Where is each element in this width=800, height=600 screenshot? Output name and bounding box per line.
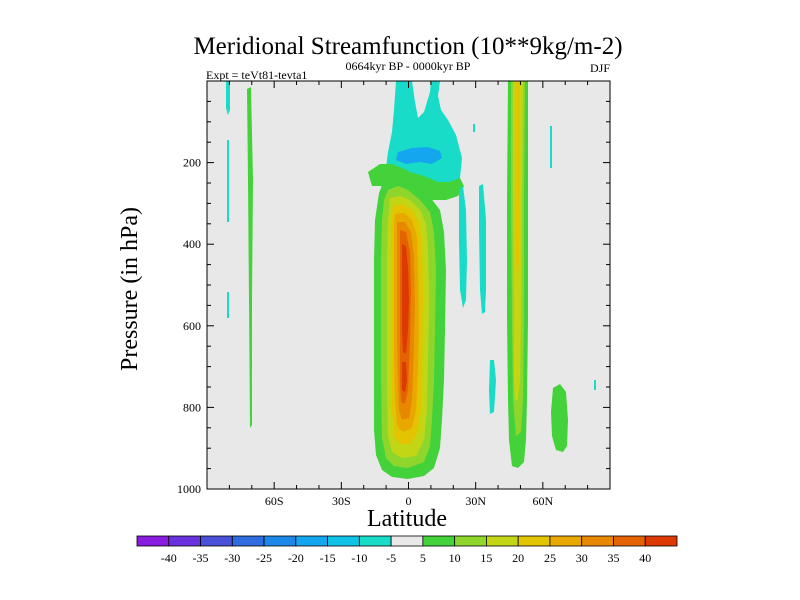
- contour-upper-positive-arc: [368, 164, 464, 200]
- colorbar-label: -25: [256, 551, 272, 565]
- y-axis-label: Pressure (in hPa): [117, 207, 143, 371]
- colorbar-label: -5: [386, 551, 396, 565]
- colorbar-box: [486, 535, 519, 547]
- colorbar-box: [517, 535, 551, 547]
- y-tick-label: 1000: [177, 482, 201, 496]
- x-tick-label: 0: [406, 494, 412, 508]
- contour-streak-30n-b: [479, 184, 486, 314]
- contour-streak-30n-c: [489, 360, 496, 414]
- contour-main-lower-40: [402, 362, 407, 392]
- colorbar-box: [454, 535, 487, 547]
- colorbar-box: [295, 535, 328, 547]
- contour-main-40: [402, 244, 409, 354]
- colorbar-box: [390, 535, 424, 547]
- y-tick-label: 200: [183, 156, 201, 170]
- colorbar-box: [422, 535, 456, 547]
- x-tick-label: 60S: [265, 494, 284, 508]
- colorbar-box: [644, 535, 678, 547]
- colorbar-label: 30: [576, 551, 588, 565]
- x-axis-label: Latitude: [367, 506, 447, 532]
- colorbar-label: 10: [449, 551, 461, 565]
- colorbar-label: 20: [512, 551, 524, 565]
- colorbar-label: -30: [224, 551, 240, 565]
- colorbar-label: 40: [639, 551, 651, 565]
- colorbar-label: -35: [193, 551, 209, 565]
- colorbar-box: [581, 535, 614, 547]
- colorbar-label: 35: [607, 551, 619, 565]
- colorbar-box: [263, 535, 297, 547]
- contour-negative-core: [396, 147, 442, 164]
- chart-subtitle: 0664kyr BP - 0000kyr BP: [346, 59, 471, 73]
- contour-sh-streak-a: [226, 81, 230, 115]
- x-tick-label: 60N: [532, 494, 553, 508]
- x-tick-label: 30S: [332, 494, 351, 508]
- colorbar-label: -40: [161, 551, 177, 565]
- contour-nh-streak-20: [515, 81, 520, 290]
- colorbar: -40 -35 -30 -25 -20 -15 -10 -5 5 10 15 20 25 30 35 40: [136, 535, 678, 565]
- colorbar-box: [358, 535, 392, 547]
- contour-nh-highlat: [551, 384, 568, 452]
- contour-streak-nh-a: [473, 124, 475, 132]
- y-axis-ticks: 200 400 600 800 1000: [177, 80, 610, 496]
- contour-sh-streak-b: [227, 140, 229, 222]
- x-axis-ticks: 60S 30S 0 30N 60N: [206, 81, 611, 508]
- contour-negative-cell: [386, 81, 462, 198]
- colorbar-box: [136, 535, 170, 547]
- y-tick-label: 800: [183, 400, 201, 414]
- contour-streak-30n-a: [459, 186, 467, 308]
- colorbar-box: [549, 535, 583, 547]
- colorbar-label: 25: [544, 551, 556, 565]
- colorbar-box: [231, 535, 265, 547]
- contour-sh-streak-c: [247, 87, 253, 428]
- right-string: DJF: [590, 61, 610, 75]
- y-tick-label: 600: [183, 319, 201, 333]
- colorbar-label: 5: [420, 551, 426, 565]
- contour-streak-nh-b: [550, 126, 552, 168]
- colorbar-label: -15: [320, 551, 336, 565]
- colorbar-label: -10: [351, 551, 367, 565]
- x-tick-label: 30N: [465, 494, 486, 508]
- contour-streak-nh-c: [594, 380, 596, 390]
- colorbar-label: -20: [288, 551, 304, 565]
- contour-sh-streak-d: [227, 292, 229, 318]
- colorbar-box: [613, 535, 646, 547]
- chart-title: Meridional Streamfunction (10**9kg/m-2): [193, 33, 622, 60]
- contour-fills: [226, 81, 596, 479]
- colorbar-box: [327, 535, 360, 547]
- colorbar-label: 15: [480, 551, 492, 565]
- y-tick-label: 400: [183, 237, 201, 251]
- colorbar-box: [200, 535, 233, 547]
- left-string: Expt = teVt81-tevta1: [206, 68, 307, 82]
- colorbar-box: [168, 535, 201, 547]
